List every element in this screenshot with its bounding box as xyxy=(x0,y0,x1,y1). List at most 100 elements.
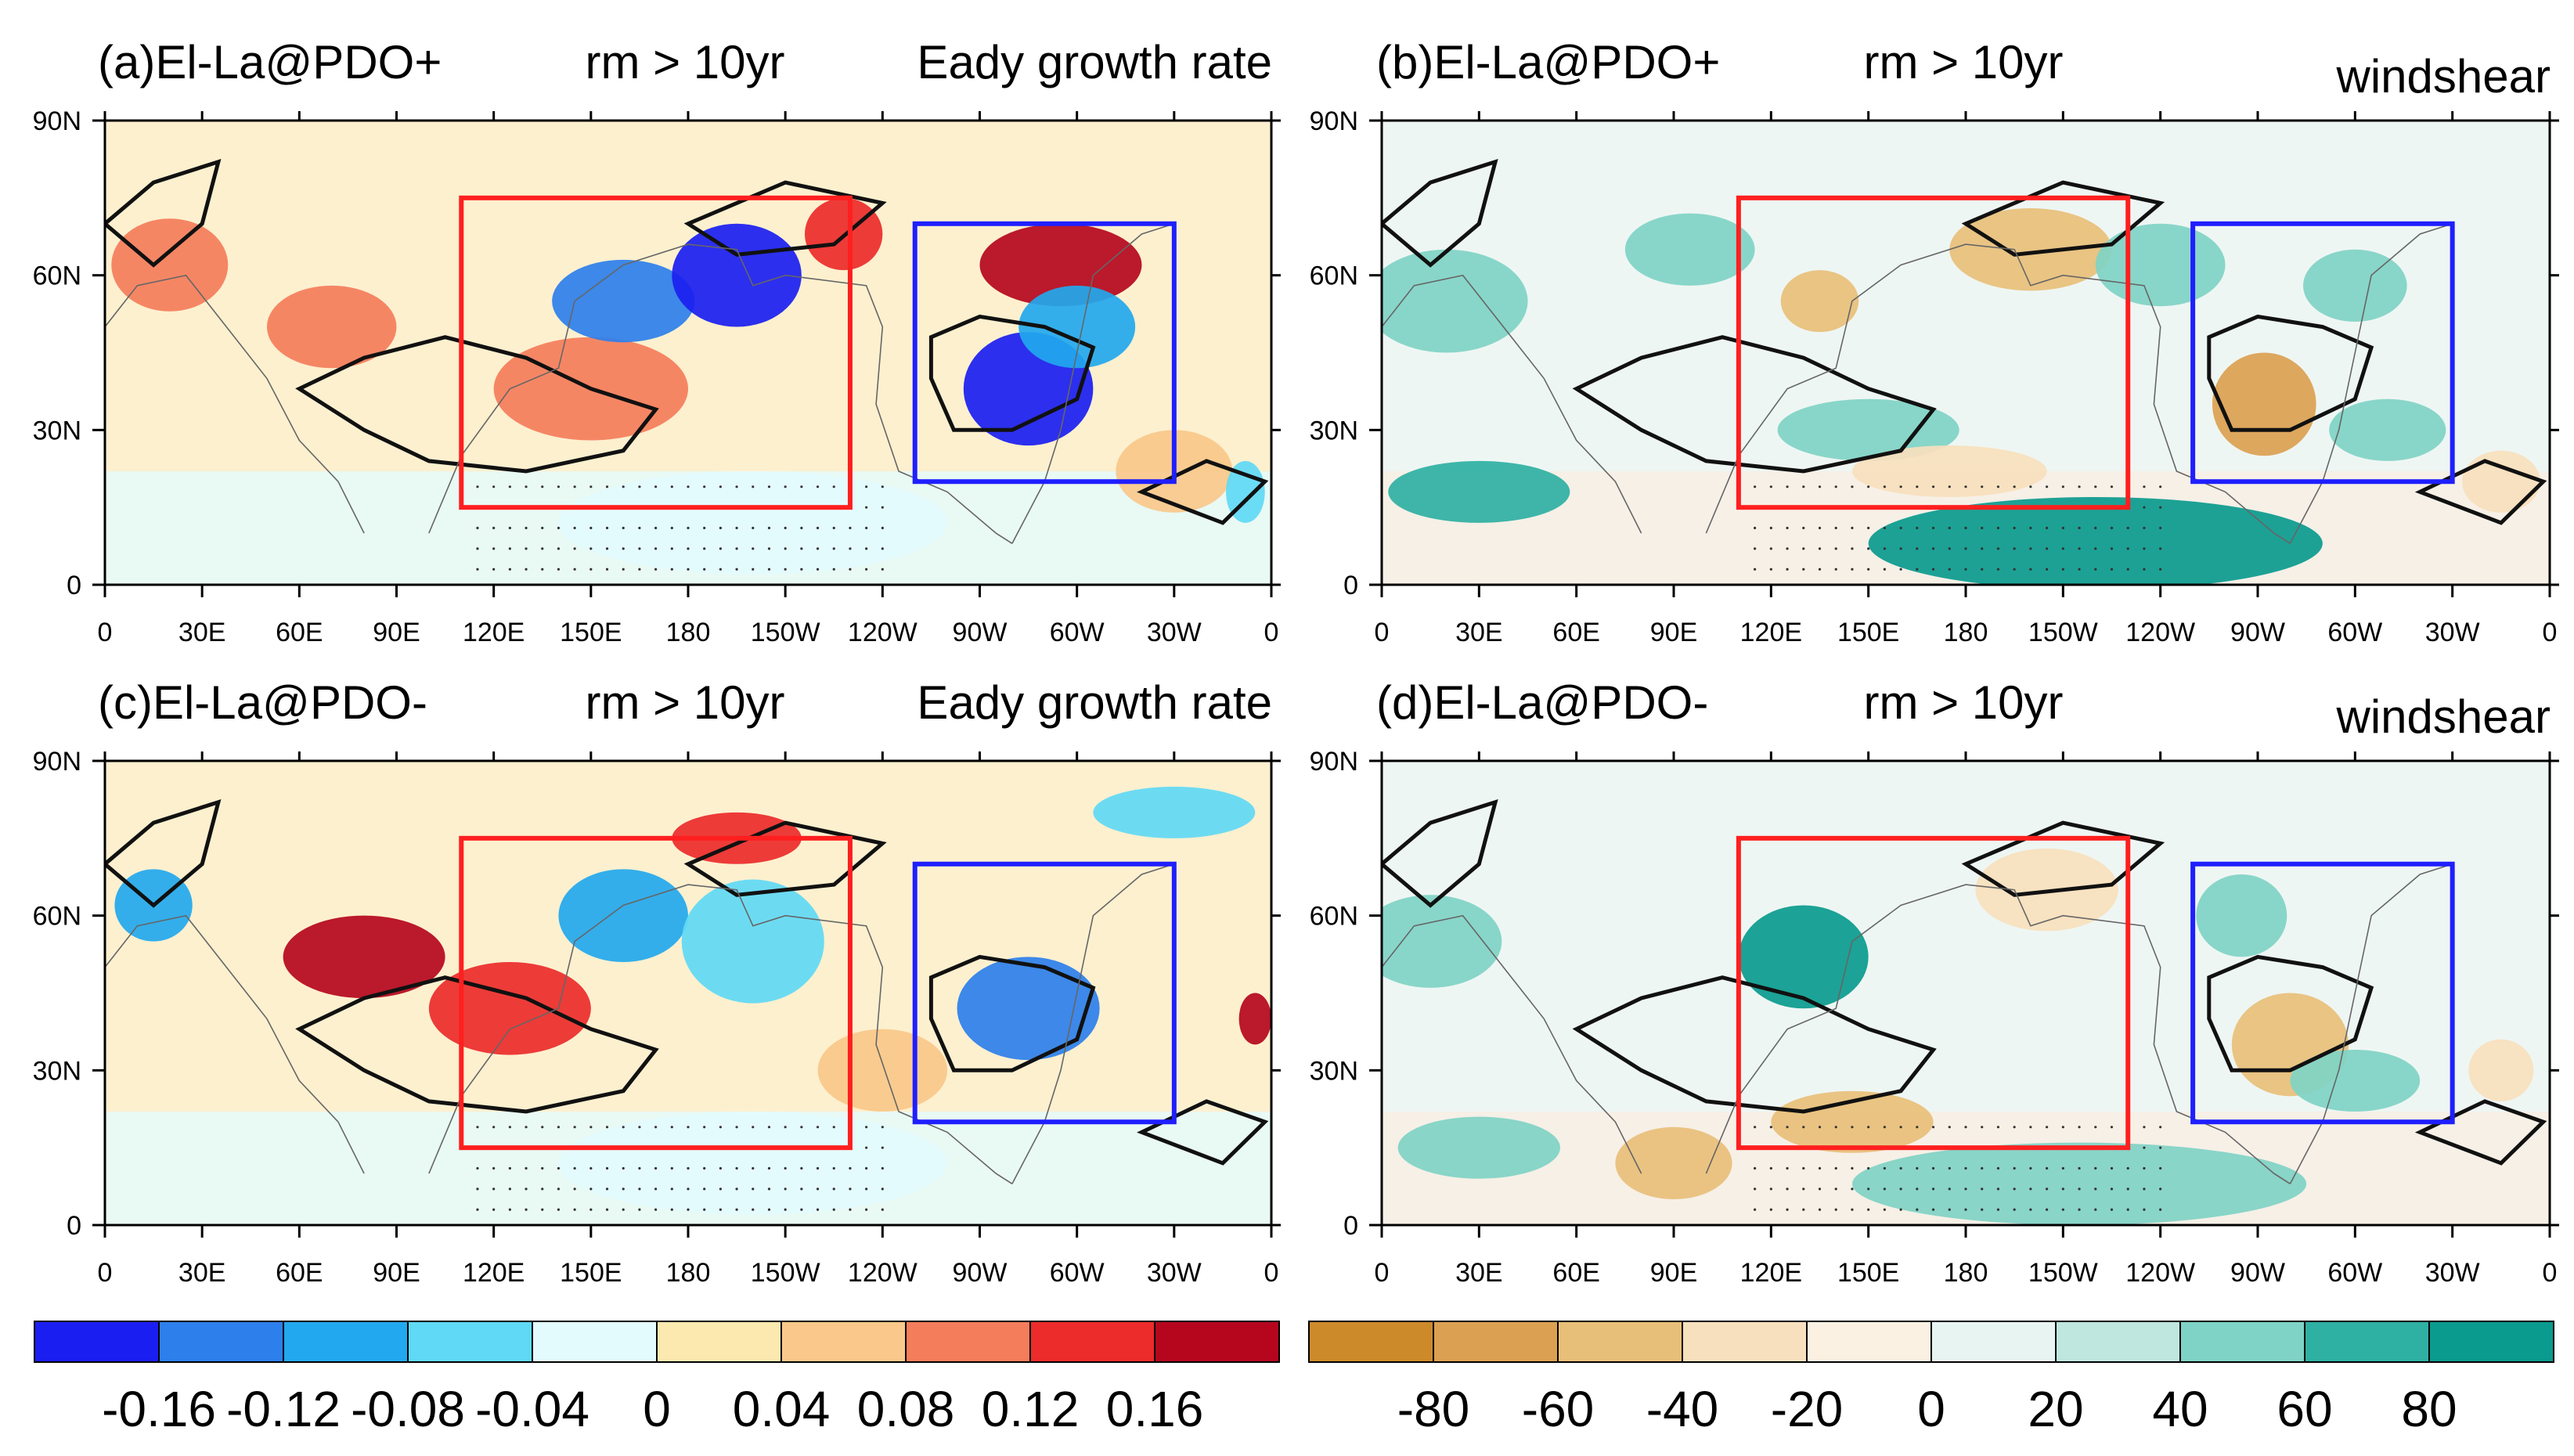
anomaly-blob-0 xyxy=(1382,895,1502,988)
y-tick-label: 0 xyxy=(67,571,81,600)
x-tick-label: 60E xyxy=(276,1258,323,1288)
x-tick-label: 90W xyxy=(2230,618,2285,647)
colorbar-swatch xyxy=(1029,1321,1155,1363)
colorbar-swatch xyxy=(407,1321,533,1363)
x-tick-label: 60W xyxy=(2327,1258,2382,1288)
x-tick-label: 60W xyxy=(1050,1258,1105,1288)
colorbar-label: 0.08 xyxy=(857,1381,955,1437)
x-tick-label: 120W xyxy=(848,1258,917,1288)
anomaly-blob-8 xyxy=(2095,223,2226,307)
anomaly-blob-10 xyxy=(2329,398,2446,461)
panel-b-plot: 0 30E 60E 90E 120E 150E 180 150W 120W 90W 60W 30W 00… xyxy=(1310,106,2559,647)
anomaly-blob-10 xyxy=(2468,1039,2534,1101)
contour-2 xyxy=(1382,158,1498,268)
coastline-2 xyxy=(105,274,365,534)
anomaly-blob-1 xyxy=(1388,460,1570,523)
x-tick-label: 30W xyxy=(1147,1258,1202,1288)
x-tick-label: 150W xyxy=(751,618,820,647)
colorbar-swatch xyxy=(1930,1321,2057,1363)
anomaly-blob-3 xyxy=(1780,270,1859,333)
contour-2 xyxy=(1382,798,1498,908)
anomaly-blob-1 xyxy=(1397,1116,1560,1179)
contour-lines xyxy=(105,798,1269,1166)
colorbar-label: -20 xyxy=(1771,1381,1844,1437)
colorbar-label: 80 xyxy=(2401,1381,2457,1437)
colorbar-swatch xyxy=(1682,1321,1808,1363)
anomaly-blob-7 xyxy=(2196,874,2287,957)
panel-b-title-center: rm > 10yr xyxy=(1863,36,2063,88)
colorbar-swatch xyxy=(2179,1321,2305,1363)
x-tick-label: 120W xyxy=(848,618,917,647)
x-tick-label: 60W xyxy=(2327,618,2382,647)
x-tick-label: 90W xyxy=(2230,1258,2285,1288)
anomaly-blob-4 xyxy=(1771,1090,1934,1153)
anomaly-blob-1 xyxy=(283,915,445,999)
colorbar-swatch xyxy=(1433,1321,1559,1363)
contour-1 xyxy=(928,954,1096,1072)
x-tick-label: 0 xyxy=(98,1258,113,1288)
colorbar-label: 0 xyxy=(643,1381,671,1437)
contour-lines xyxy=(105,158,1269,525)
x-tick-label: 150E xyxy=(560,1258,622,1288)
colorbar-swatch xyxy=(780,1321,907,1363)
anomaly-blob-3 xyxy=(552,259,695,343)
x-tick-label: 120W xyxy=(2125,618,2195,647)
colorbar-label: -0.12 xyxy=(226,1381,341,1437)
x-tick-label: 150W xyxy=(2028,1258,2098,1288)
panel-d-title-right: windshear xyxy=(2336,690,2551,743)
x-tick-label: 120E xyxy=(1740,1258,1802,1288)
anomaly-blob-0 xyxy=(111,218,229,312)
colorbar-label: 20 xyxy=(2028,1381,2083,1437)
panel-d: (d)El-La@PDO- rm > 10yr windshear 0 30E 60… xyxy=(1310,676,2559,1288)
y-tick-label: 60N xyxy=(1310,902,1358,932)
y-tick-label: 90N xyxy=(33,747,81,777)
contour-0 xyxy=(295,335,659,474)
x-tick-label: 90W xyxy=(953,618,1008,647)
x-tick-label: 150W xyxy=(751,1258,820,1288)
anomaly-blob-6 xyxy=(979,223,1142,307)
x-tick-label: 30W xyxy=(2425,618,2480,647)
contour-1 xyxy=(2207,314,2374,432)
x-tick-label: 60W xyxy=(1050,618,1105,647)
colorbar-swatch xyxy=(283,1321,409,1363)
contour-lines xyxy=(1382,158,2547,525)
coastline-2 xyxy=(1382,914,1642,1174)
contour-3 xyxy=(683,820,887,897)
x-tick-label: 90E xyxy=(1650,618,1698,647)
panel-c-title-center: rm > 10yr xyxy=(585,676,784,729)
panel-c: (c)El-La@PDO- rm > 10yr Eady growth rate… xyxy=(33,676,1281,1288)
region-box-blue xyxy=(912,861,1177,1125)
panel-a-title-right: Eady growth rate xyxy=(917,36,1272,88)
y-tick-label: 0 xyxy=(1343,571,1358,600)
panel-a-plot: 0 30E 60E 90E 120E 150E 180 150W 120W 90W 60W 30W 00… xyxy=(33,106,1281,647)
region-box-blue xyxy=(2190,221,2455,485)
colorbar-label: -0.04 xyxy=(475,1381,589,1437)
colorbar-swatch xyxy=(1557,1321,1683,1363)
colorbar-swatch xyxy=(1154,1321,1280,1363)
x-tick-label: 0 xyxy=(2543,1258,2558,1288)
panel-d-plot: 0 30E 60E 90E 120E 150E 180 150W 120W 90W 60W 30W 00… xyxy=(1310,747,2559,1288)
colorbar-label: 0.12 xyxy=(982,1381,1080,1437)
colorbar-swatch xyxy=(2428,1321,2554,1363)
x-tick-label: 0 xyxy=(1264,618,1279,647)
anomaly-blob-4 xyxy=(681,879,824,1004)
anomaly-blob-8 xyxy=(817,1029,948,1112)
contour-1 xyxy=(2207,954,2374,1072)
x-tick-label: 150E xyxy=(560,618,622,647)
colorbar-label: -0.16 xyxy=(102,1381,216,1437)
x-tick-label: 120W xyxy=(2125,1258,2195,1288)
contour-3 xyxy=(1961,820,2165,897)
y-tick-label: 60N xyxy=(1310,261,1358,291)
y-tick-label: 0 xyxy=(67,1211,81,1241)
contour-0 xyxy=(1572,975,1937,1114)
y-tick-label: 60N xyxy=(33,261,81,291)
anomaly-blob-4 xyxy=(672,223,802,327)
coastline-2 xyxy=(1382,274,1642,534)
x-tick-label: 150W xyxy=(2028,618,2098,647)
colorbar-label: -60 xyxy=(1522,1381,1595,1437)
x-tick-label: 180 xyxy=(1944,618,1988,647)
x-tick-label: 30E xyxy=(178,1258,226,1288)
field-layer xyxy=(1382,121,2550,585)
colorbar-windshear: -80 -60 -40 -20 0 20 40 60 80 xyxy=(1308,1321,2554,1437)
x-tick-label: 30W xyxy=(2425,1258,2480,1288)
